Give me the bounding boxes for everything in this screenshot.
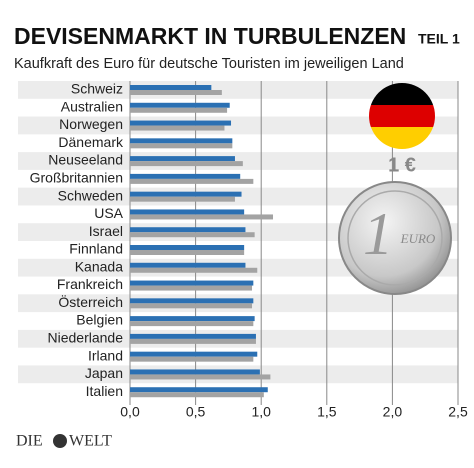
x-tick-label: 2,5	[448, 404, 468, 420]
bar	[130, 138, 233, 144]
bar	[130, 298, 254, 304]
coin	[338, 181, 452, 295]
y-tick-label: Australien	[61, 98, 123, 114]
y-tick-label: Finnland	[69, 241, 123, 257]
bar	[130, 209, 245, 215]
title-part: TEIL 1	[418, 31, 460, 47]
x-tick-label: 0,0	[120, 404, 140, 420]
y-tick-label: Norwegen	[59, 116, 123, 132]
bar	[130, 280, 254, 286]
bar	[130, 227, 246, 233]
bar	[130, 321, 254, 327]
bar	[130, 267, 258, 273]
row-stripe	[18, 81, 458, 99]
bar	[130, 387, 268, 393]
coin-rim	[347, 190, 443, 286]
bar	[130, 285, 253, 291]
bar	[130, 196, 235, 202]
brand-left: DIE	[16, 433, 43, 450]
bar	[130, 85, 212, 90]
bar	[130, 232, 255, 238]
x-tick-label: 1,5	[317, 404, 337, 420]
x-tick-label: 1,0	[251, 404, 271, 420]
y-tick-label: Italien	[86, 383, 123, 399]
y-tick-label: Irland	[88, 347, 123, 363]
bar	[130, 351, 258, 357]
bar	[130, 214, 274, 220]
x-tick-label: 2,0	[383, 404, 403, 420]
bar	[130, 156, 235, 162]
x-tick-label: 0,5	[186, 404, 206, 420]
bar	[130, 178, 254, 184]
row-stripe	[18, 116, 458, 135]
subtitle: Kaufkraft des Euro für deutsche Touriste…	[14, 56, 404, 72]
y-tick-label: Großbritannien	[30, 169, 123, 185]
coin-word: EURO	[400, 231, 436, 246]
bar	[130, 316, 255, 322]
brand-globe	[53, 434, 67, 448]
chart-title: DEVISENMARKT IN TURBULENZEN	[14, 23, 406, 49]
flag	[369, 83, 435, 149]
bar	[130, 161, 243, 167]
y-tick-label: Österreich	[58, 293, 123, 310]
bar	[130, 333, 256, 339]
y-tick-label: Schweiz	[71, 81, 123, 97]
bar	[130, 120, 232, 126]
y-tick-label: Japan	[85, 365, 123, 381]
bar	[130, 191, 242, 197]
bar	[130, 374, 271, 380]
y-tick-label: Schweden	[58, 187, 123, 203]
y-tick-label: Niederlande	[48, 329, 124, 345]
bar	[130, 90, 222, 95]
brand-right: WELT	[69, 433, 112, 450]
y-tick-label: Kanada	[75, 258, 123, 274]
bar	[130, 303, 253, 309]
bar	[130, 392, 264, 398]
y-tick-label: Dänemark	[58, 134, 124, 150]
bar	[130, 356, 254, 362]
y-tick-label: Israel	[89, 223, 123, 239]
bar	[130, 143, 233, 149]
y-tick-label: USA	[94, 205, 123, 221]
y-tick-label: Frankreich	[57, 276, 123, 292]
bar	[130, 338, 256, 344]
bar	[130, 125, 225, 131]
annotation: 1 €	[388, 154, 416, 176]
coin-number: 1	[363, 201, 393, 267]
bar	[130, 173, 241, 179]
bar	[130, 262, 246, 268]
bar	[130, 250, 245, 255]
row-stripe	[18, 152, 458, 170]
bar	[130, 102, 230, 108]
bar	[130, 245, 245, 250]
y-tick-label: Belgien	[76, 312, 123, 328]
y-tick-label: Neuseeland	[48, 152, 123, 168]
bar	[130, 369, 260, 375]
bar	[130, 107, 228, 113]
